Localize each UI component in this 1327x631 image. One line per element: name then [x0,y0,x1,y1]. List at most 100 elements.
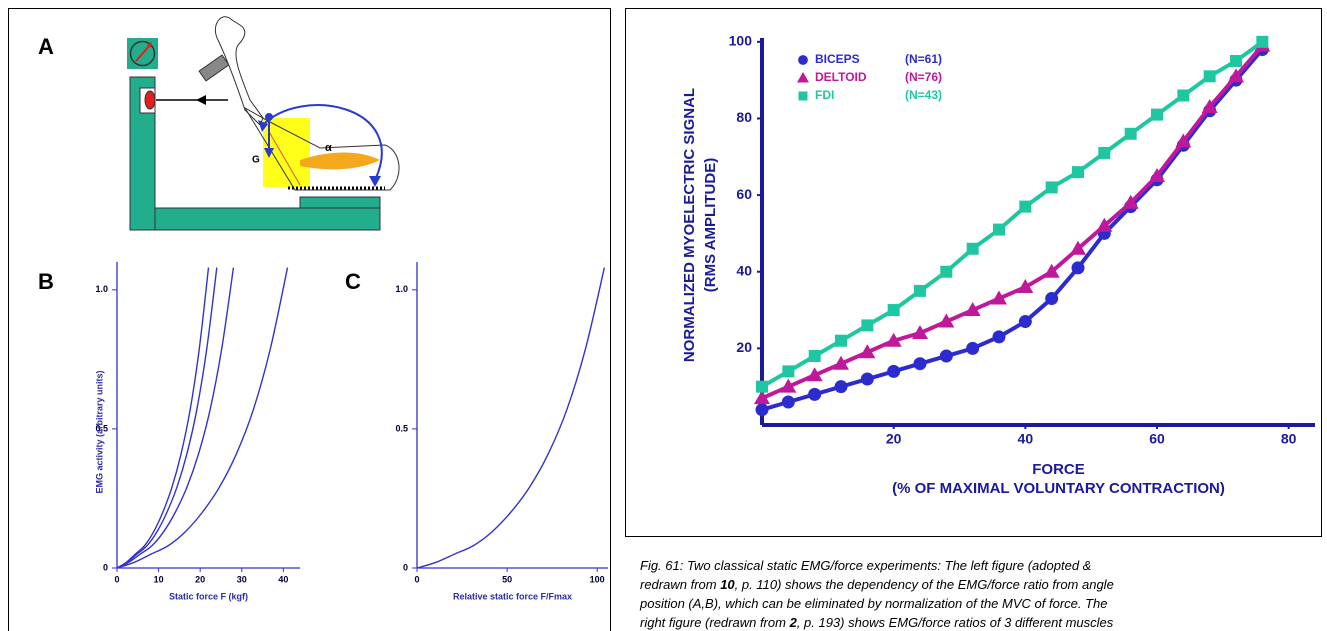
series-line [761,48,1264,412]
data-point [808,387,822,401]
data-point [806,367,823,382]
legend-marker [797,72,809,83]
gauge-dial [129,40,156,67]
arc-arrow [258,120,268,132]
data-point [755,403,769,417]
x-tick-label: 30 [237,574,247,584]
y-tick-label: 1.0 [95,284,108,294]
gravity-label: G [252,155,260,166]
platform [299,196,381,209]
hand [214,16,264,126]
x-tick-label: 0 [414,574,419,584]
data-point [913,357,927,371]
data-point [1124,127,1137,140]
y-tick-label: 20 [736,339,752,355]
x-axis-label: Static force F (kgf) [169,591,248,601]
panel-label: B [38,269,54,294]
caption-line: position (A,B), which can be eliminated … [639,596,1108,611]
data-point [1045,181,1058,194]
data-point [1098,146,1111,159]
data-point [1045,292,1059,306]
x-axis-label: FORCE [1032,461,1085,478]
data-point [1017,279,1034,294]
legend-note: (N=61) [905,52,942,66]
y-tick-label: 0.5 [395,423,408,433]
legend-marker [798,55,808,65]
data-point [964,302,981,317]
data-point [1149,167,1165,182]
legend-note: (N=43) [905,88,942,102]
data-point [938,313,955,328]
panel-label: A [38,34,54,59]
caption-line: right figure (redrawn from 2, p. 193) sh… [640,615,1114,630]
data-point [887,304,900,317]
data-point [912,325,928,340]
sensor [144,90,156,110]
bone [267,129,301,186]
data-point [1122,194,1139,209]
x-tick-label: 20 [195,574,205,584]
caption-text: position (A,B), which can be eliminated … [639,596,1108,611]
series-line [416,267,606,569]
caption-ref: 2 [789,615,798,630]
data-point [939,349,953,363]
caption-text: , p. 193) shows EMG/force ratios of 3 di… [797,615,1114,630]
x-tick-label: 10 [154,574,164,584]
data-point [991,290,1007,305]
y-tick-label: 100 [729,33,753,49]
data-point [992,330,1006,344]
caption-text: redrawn from [640,577,720,592]
series-line [116,267,218,569]
data-point [1072,166,1084,179]
data-point [861,319,874,332]
x-axis-label: Relative static force F/Fmax [453,591,572,601]
handle [198,54,230,82]
data-point [1230,54,1242,67]
legend-marker [798,91,808,101]
y-tick-label: 0 [103,562,108,572]
x-tick-label: 100 [590,574,605,584]
data-point [940,265,953,278]
series-line [116,267,289,569]
panel-label: C [345,269,361,294]
x-tick-label: 50 [502,574,512,584]
y-tick-label: 80 [736,109,752,125]
data-point [834,380,848,394]
x-tick-label: 20 [886,431,902,447]
data-point [782,365,795,378]
data-point [885,332,902,347]
y-tick-label: 40 [736,262,752,278]
data-point [1043,263,1060,278]
arc-arrow [369,176,381,187]
data-point [808,350,821,363]
base [154,207,381,231]
gauge-needle [135,44,151,62]
data-point [966,242,979,255]
x-tick-label: 60 [1149,431,1165,447]
data-point [887,364,901,378]
y-axis-label: NORMALIZED MYOELECTRIC SIGNAL [681,88,698,362]
needle-head [147,42,152,48]
series-line [116,267,210,569]
data-point [1018,315,1032,329]
data-point [1070,240,1086,255]
right-frame [625,8,1322,537]
y-tick-label: 0.5 [95,423,108,433]
data-point [833,355,849,370]
data-point [754,390,770,405]
x-axis-label: (% OF MAXIMAL VOLUNTARY CONTRACTION) [892,480,1225,497]
y-tick-label: 1.0 [395,284,408,294]
data-point [780,378,797,393]
data-point [1096,217,1113,232]
muscle [300,152,380,170]
y-tick-label: 0 [403,562,408,572]
x-tick-label: 40 [278,574,288,584]
data-point [1228,68,1244,83]
data-point [860,372,874,386]
apparatus-diagram: G α [127,16,400,231]
angle-arc [261,104,383,181]
data-point [1203,70,1216,83]
data-point [1175,133,1192,148]
data-point [1201,98,1218,113]
